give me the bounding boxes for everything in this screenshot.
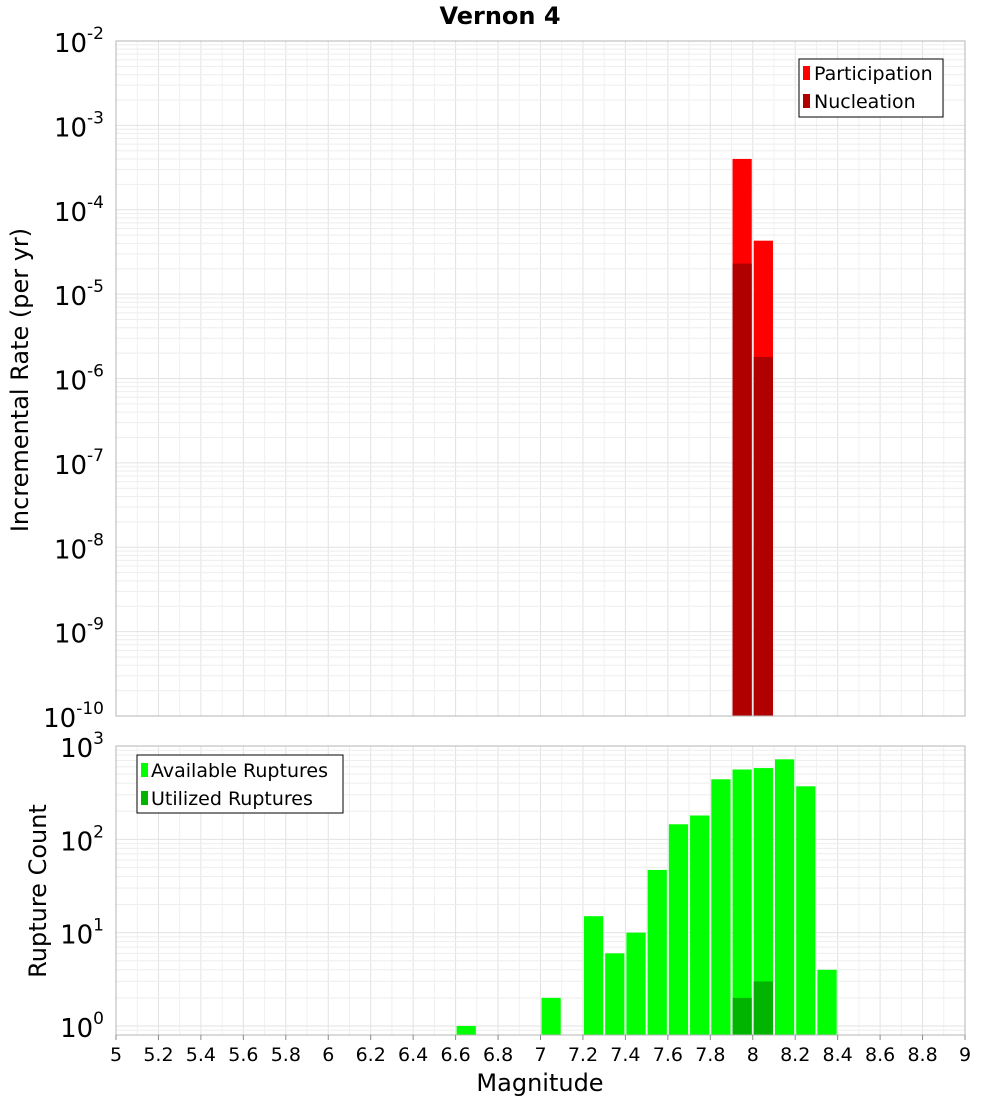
x-tick-label: 7.6 — [653, 1044, 683, 1066]
bar-available-ruptures — [647, 869, 667, 1035]
legend-item-utilized-ruptures: Utilized Ruptures — [141, 788, 313, 810]
bar-utilized-ruptures — [732, 997, 752, 1035]
bottom-y-axis-label: Rupture Count — [24, 804, 52, 978]
bottom-panel: 100 101 102 103 5 5.2 5.4 5.6 5.8 6 6.2 6.4 6.6 6.8 7… — [24, 729, 971, 1097]
bar-available-ruptures — [456, 1025, 476, 1035]
bar-available-ruptures — [541, 997, 561, 1035]
y-tick-label: 10-5 — [54, 277, 104, 312]
x-tick-label: 8.8 — [907, 1044, 937, 1066]
x-tick-label: 6.2 — [356, 1044, 386, 1066]
bar-available-ruptures — [817, 969, 837, 1035]
y-tick-label: 10-2 — [54, 24, 104, 59]
y-tick-label: 100 — [60, 1009, 104, 1044]
x-tick-label: 7.8 — [695, 1044, 725, 1066]
legend-swatch-utilized-ruptures — [141, 791, 148, 805]
x-tick-label: 8.6 — [865, 1044, 895, 1066]
x-tick-label: 5.4 — [186, 1044, 216, 1066]
chart-title: Vernon 4 — [439, 2, 560, 30]
x-tick-label: 8.2 — [780, 1044, 810, 1066]
x-tick-label: 6.4 — [398, 1044, 428, 1066]
x-tick-label: 9 — [959, 1044, 971, 1066]
top-panel: 10-10 10-9 10-8 10-7 10-6 10-5 10-4 10-3 10-2 In… — [6, 24, 966, 734]
y-tick-label: 10-7 — [54, 446, 104, 481]
legend-label-nucleation: Nucleation — [814, 91, 916, 113]
bar-available-ruptures — [796, 786, 816, 1035]
top-grid — [115, 41, 966, 717]
top-bars — [732, 158, 773, 717]
bar-available-ruptures — [711, 779, 731, 1035]
y-tick-label: 102 — [60, 822, 104, 857]
bar-nucleation — [753, 356, 773, 716]
y-tick-label: 10-8 — [54, 530, 104, 565]
y-tick-label: 10-4 — [54, 193, 104, 228]
bottom-y-ticks: 100 101 102 103 — [60, 729, 104, 1044]
x-tick-label: 5 — [110, 1044, 122, 1066]
bar-available-ruptures — [774, 759, 795, 1035]
x-tick-label: 8 — [747, 1044, 759, 1066]
bar-available-ruptures — [753, 768, 773, 1035]
y-tick-label: 103 — [60, 729, 104, 764]
x-tick-label: 5.6 — [228, 1044, 258, 1066]
bar-available-ruptures — [732, 769, 752, 1035]
legend-item-available-ruptures: Available Ruptures — [141, 760, 328, 782]
top-y-axis-label: Incremental Rate (per yr) — [6, 228, 34, 532]
y-tick-label: 10-9 — [54, 615, 104, 650]
legend-swatch-nucleation — [803, 94, 810, 108]
bar-available-ruptures — [605, 953, 625, 1035]
legend-item-nucleation: Nucleation — [803, 91, 916, 113]
legend-label-utilized-ruptures: Utilized Ruptures — [151, 788, 313, 810]
y-tick-label: 10-6 — [54, 362, 104, 397]
top-y-ticks: 10-10 10-9 10-8 10-7 10-6 10-5 10-4 10-3 10-2 — [43, 24, 104, 734]
bar-available-ruptures — [690, 815, 710, 1035]
legend-label-participation: Participation — [814, 63, 933, 85]
x-tick-label: 7 — [534, 1044, 546, 1066]
legend-item-participation: Participation — [803, 63, 933, 85]
bar-utilized-ruptures — [753, 981, 773, 1035]
x-axis-label: Magnitude — [476, 1069, 603, 1097]
x-tick-label: 7.2 — [568, 1044, 598, 1066]
bar-available-ruptures — [626, 932, 646, 1035]
x-tick-label: 6 — [322, 1044, 334, 1066]
y-tick-label: 10-10 — [43, 699, 104, 734]
legend-swatch-participation — [803, 66, 810, 80]
legend-swatch-available-ruptures — [141, 763, 148, 777]
bottom-legend-box — [136, 754, 344, 814]
x-tick-label: 6.8 — [483, 1044, 513, 1066]
bar-available-ruptures — [583, 916, 604, 1035]
bar-nucleation — [732, 263, 752, 716]
top-plot-frame — [115, 40, 966, 717]
x-tick-label: 7.4 — [610, 1044, 640, 1066]
x-tick-label: 5.2 — [143, 1044, 173, 1066]
x-ticks: 5 5.2 5.4 5.6 5.8 6 6.2 6.4 6.6 6.8 7 7.2 7.4 7.6 7.8 8… — [110, 1035, 971, 1066]
bottom-legend: Available Ruptures Utilized Ruptures — [136, 754, 344, 814]
x-tick-label: 5.8 — [271, 1044, 301, 1066]
top-legend-box — [798, 58, 944, 118]
bottom-bars — [456, 759, 837, 1035]
x-tick-label: 6.6 — [440, 1044, 470, 1066]
y-tick-label: 10-3 — [54, 108, 104, 143]
bar-available-ruptures — [668, 824, 689, 1035]
top-legend: Participation Nucleation — [798, 58, 944, 118]
x-tick-label: 8.4 — [823, 1044, 853, 1066]
legend-label-available-ruptures: Available Ruptures — [151, 760, 328, 782]
y-tick-label: 101 — [60, 916, 104, 951]
